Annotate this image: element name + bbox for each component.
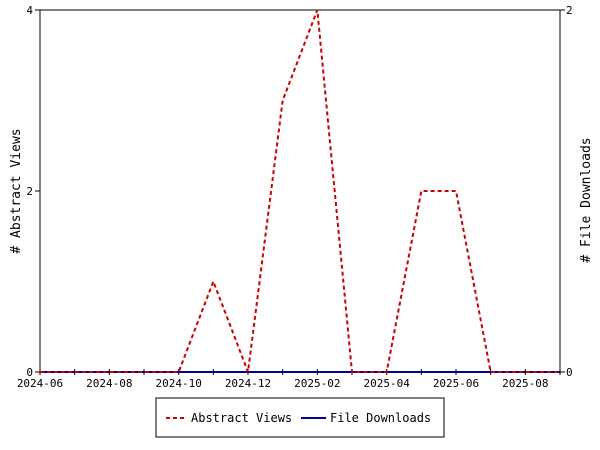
x-tick-label: 2025-02 xyxy=(294,377,340,390)
y-tick-label-right: 0 xyxy=(566,366,573,379)
series-line-abstract-views xyxy=(40,9,560,373)
legend-box xyxy=(155,397,445,438)
y-tick-label-left: 2 xyxy=(26,185,33,198)
x-tick-label: 2024-06 xyxy=(17,377,63,390)
series-layer xyxy=(40,9,560,373)
y-axis-title-right: # File Downloads xyxy=(579,137,594,262)
y-tick-label-left: 4 xyxy=(26,4,33,17)
x-tick-label: 2025-08 xyxy=(502,377,548,390)
y-axis-right: 02 xyxy=(560,4,573,379)
plot-area xyxy=(39,9,561,373)
y-tick-label-right: 2 xyxy=(566,4,573,17)
legend-label-abstract-views: Abstract Views xyxy=(191,411,292,425)
x-axis: 2024-06 2024-08 2024-10 2024-12 2025-02 2025-… xyxy=(17,369,561,390)
x-tick-label: 2025-06 xyxy=(433,377,479,390)
x-tick-label: 2024-12 xyxy=(225,377,271,390)
x-tick-label: 2025-04 xyxy=(363,377,410,390)
y-axis-left: 0 2 4 xyxy=(26,4,40,379)
x-tick-label: 2024-10 xyxy=(155,377,201,390)
legend: Abstract Views File Downloads xyxy=(155,397,445,438)
y-axis-title-left: # Abstract Views xyxy=(9,128,24,253)
x-tick-label: 2024-08 xyxy=(86,377,132,390)
y-tick-label-left: 0 xyxy=(26,366,33,379)
legend-label-file-downloads: File Downloads xyxy=(330,411,431,425)
